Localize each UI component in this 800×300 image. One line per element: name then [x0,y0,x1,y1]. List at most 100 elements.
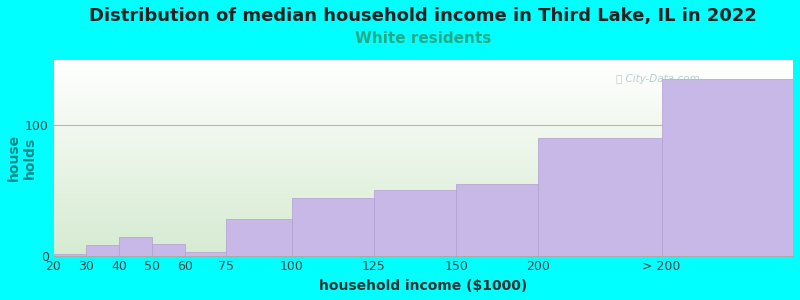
Bar [54,124,793,125]
Bar [54,87,793,88]
Bar [54,61,793,62]
Bar [54,170,793,171]
Bar [54,196,793,197]
Bar [54,210,793,211]
Bar [54,230,793,231]
Bar [54,239,793,240]
Bar [54,162,793,163]
Bar [54,201,793,202]
Bar [54,118,793,119]
Bar [54,254,86,256]
Bar [54,199,793,200]
Bar [54,77,793,78]
Bar [54,147,793,148]
Bar [54,223,793,224]
Bar [54,99,793,100]
Bar [54,153,793,154]
Bar [54,141,793,142]
Bar [54,194,793,195]
Bar [54,192,793,193]
Bar [54,156,793,157]
Bar [54,136,793,137]
Bar [152,244,185,256]
Bar [54,82,793,83]
Bar [54,241,793,242]
Bar [54,172,793,173]
Bar [54,217,793,218]
Bar [54,132,793,133]
Bar [54,89,793,90]
Bar [54,154,793,155]
Bar [54,70,793,71]
Bar [54,76,793,77]
Bar [54,85,793,86]
Bar [54,222,793,223]
Bar [54,185,793,186]
Bar [54,234,793,235]
Bar [54,108,793,109]
Bar [54,197,793,198]
Bar [54,209,793,210]
Bar [54,160,793,161]
Bar [54,215,793,216]
Bar [54,110,793,111]
Bar [54,247,793,248]
Bar [54,93,793,94]
Bar [54,228,793,229]
X-axis label: household income ($1000): household income ($1000) [319,279,527,293]
Bar [54,231,793,232]
Bar [54,157,793,158]
Bar [54,120,793,121]
Bar [54,240,793,241]
Bar [54,121,793,122]
Bar [54,242,793,243]
Bar [54,204,793,205]
Bar [54,206,793,207]
Bar [54,68,793,69]
Bar [54,229,793,230]
Bar [54,115,793,116]
Bar [54,245,793,246]
Bar [54,146,793,147]
Bar [54,122,793,123]
Bar [54,180,793,181]
Bar [54,138,793,139]
Bar [54,220,793,221]
Bar [54,163,793,164]
Bar [54,126,793,127]
Bar [538,138,662,256]
Bar [54,145,793,146]
Bar [54,250,793,251]
Bar [54,92,793,93]
Bar [54,211,793,212]
Bar [54,135,793,136]
Bar [54,221,793,222]
Bar [54,195,793,196]
Bar [54,97,793,98]
Bar [54,104,793,105]
Text: ⓘ City-Data.com: ⓘ City-Data.com [615,74,699,83]
Bar [54,167,793,168]
Bar [54,75,793,76]
Bar [54,218,793,219]
Bar [54,66,793,67]
Bar [54,174,793,175]
Bar [54,248,793,249]
Bar [54,189,793,190]
Bar [54,219,793,220]
Bar [54,114,793,115]
Bar [54,98,793,99]
Bar [54,151,793,152]
Bar [54,164,793,165]
Bar [54,253,793,254]
Bar [54,113,793,114]
Bar [54,191,793,192]
Bar [54,86,793,87]
Bar [54,171,793,172]
Bar [292,198,374,256]
Bar [54,64,793,65]
Bar [54,103,793,104]
Bar [54,69,793,70]
Bar [54,193,793,194]
Bar [54,91,793,92]
